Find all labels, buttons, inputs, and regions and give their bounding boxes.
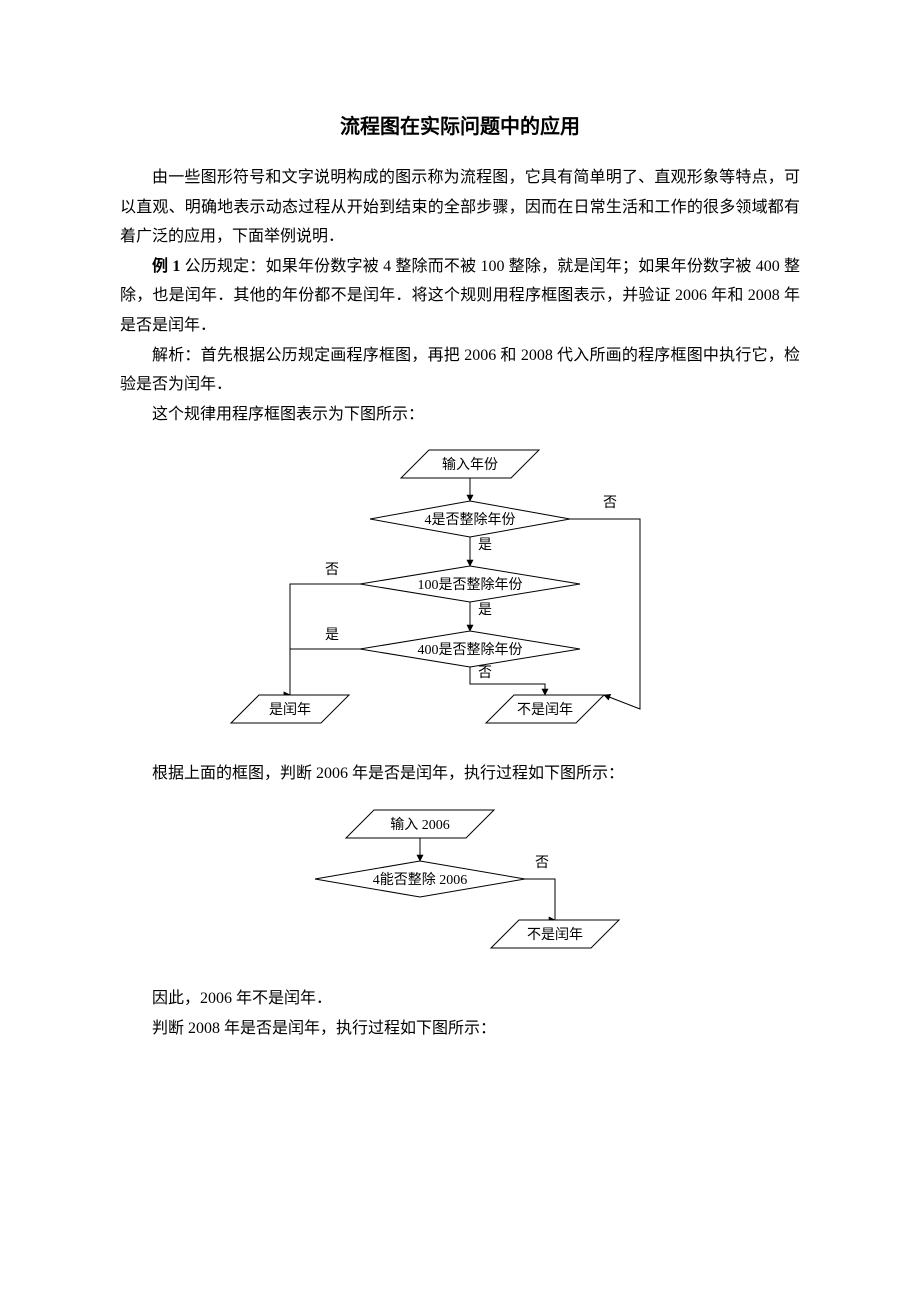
page-title: 流程图在实际问题中的应用 [120, 110, 800, 139]
example-label: 例 1 [152, 258, 185, 275]
svg-text:否: 否 [325, 563, 339, 578]
intro-paragraph: 由一些图形符号和文字说明构成的图示称为流程图，它具有简单明了、直观形象等特点，可… [120, 163, 800, 252]
svg-text:4是否整除年份: 4是否整除年份 [425, 512, 516, 528]
page: 流程图在实际问题中的应用 由一些图形符号和文字说明构成的图示称为流程图，它具有简… [0, 0, 920, 1302]
svg-text:是: 是 [325, 628, 339, 643]
flowchart-2-wrapper: 否 输入 2006 4能否整除 2006 不是闰年 [120, 799, 800, 964]
svg-text:100是否整除年份: 100是否整除年份 [418, 577, 523, 593]
conclude2-paragraph: 判断 2008 年是否是闰年，执行过程如下图所示： [120, 1014, 800, 1044]
svg-text:是闰年: 是闰年 [269, 702, 311, 718]
svg-text:不是闰年: 不是闰年 [517, 702, 573, 718]
example-paragraph: 例 1 公历规定：如果年份数字被 4 整除而不被 100 整除，就是闰年；如果年… [120, 252, 800, 341]
svg-text:否: 否 [478, 666, 492, 681]
svg-text:输入 2006: 输入 2006 [390, 817, 450, 833]
note-paragraph: 这个规律用程序框图表示为下图所示： [120, 400, 800, 430]
svg-text:400是否整除年份: 400是否整除年份 [418, 642, 523, 658]
svg-text:是: 是 [478, 538, 492, 553]
svg-text:输入年份: 输入年份 [442, 457, 498, 473]
flowchart-1: 否是否是是否输入年份4是否整除年份100是否整除年份400是否整除年份是闰年不是… [230, 439, 690, 739]
svg-text:4能否整除 2006: 4能否整除 2006 [373, 872, 468, 888]
analysis-paragraph: 解析：首先根据公历规定画程序框图，再把 2006 和 2008 代入所画的程序框… [120, 341, 800, 400]
svg-text:否: 否 [603, 496, 617, 511]
after-chart1-paragraph: 根据上面的框图，判断 2006 年是否是闰年，执行过程如下图所示： [120, 759, 800, 789]
conclude1-paragraph: 因此，2006 年不是闰年． [120, 984, 800, 1014]
example-text: 公历规定：如果年份数字被 4 整除而不被 100 整除，就是闰年；如果年份数字被… [120, 258, 800, 334]
svg-text:是: 是 [478, 603, 492, 618]
flowchart-2: 否 输入 2006 4能否整除 2006 不是闰年 [270, 799, 650, 964]
flowchart-1-wrapper: 否是否是是否输入年份4是否整除年份100是否整除年份400是否整除年份是闰年不是… [120, 439, 800, 739]
svg-text:不是闰年: 不是闰年 [527, 927, 583, 943]
svg-text:否: 否 [535, 856, 549, 871]
